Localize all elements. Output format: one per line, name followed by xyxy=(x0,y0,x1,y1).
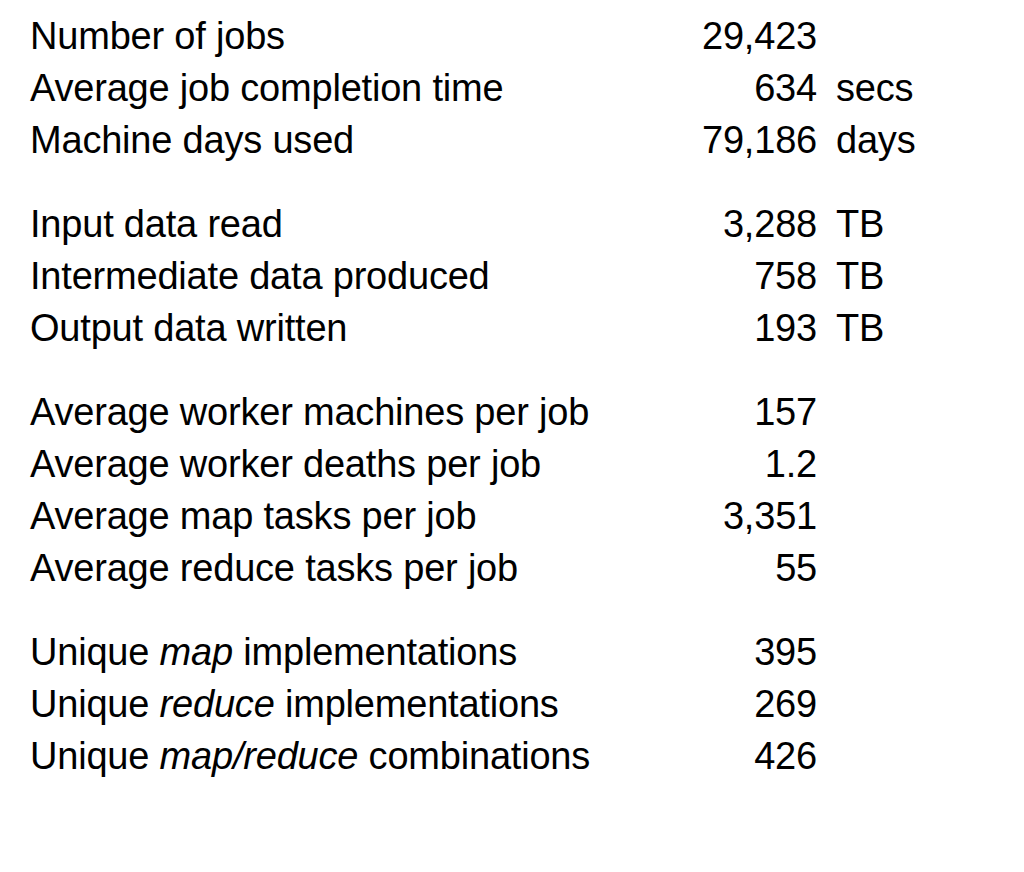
table-row: Average reduce tasks per job 55 xyxy=(30,542,1024,594)
row-label: Output data written xyxy=(30,302,658,354)
label-italic-term: map xyxy=(160,631,233,673)
label-italic-term: map/reduce xyxy=(160,735,359,777)
table-row: Machine days used 79,186 days xyxy=(30,114,1024,166)
row-unit xyxy=(836,678,956,730)
label-italic-term: reduce xyxy=(160,683,275,725)
row-unit xyxy=(836,10,956,62)
row-unit xyxy=(836,438,956,490)
row-value: 634 xyxy=(677,62,817,114)
row-label: Average worker machines per job xyxy=(30,386,658,438)
row-value: 79,186 xyxy=(677,114,817,166)
mapreduce-stats-table: Number of jobs 29,423 Average job comple… xyxy=(0,0,1024,782)
row-value: 29,423 xyxy=(677,10,817,62)
table-row: Average worker machines per job 157 xyxy=(30,386,1024,438)
row-unit xyxy=(836,626,956,678)
table-row: Average map tasks per job 3,351 xyxy=(30,490,1024,542)
label-suffix: combinations xyxy=(358,735,590,777)
row-unit: TB xyxy=(836,250,956,302)
row-label: Intermediate data produced xyxy=(30,250,658,302)
table-row: Unique map/reduce combinations 426 xyxy=(30,730,1024,782)
row-unit xyxy=(836,386,956,438)
row-label: Average map tasks per job xyxy=(30,490,658,542)
stats-group-unique-implementations: Unique map implementations 395 Unique re… xyxy=(30,626,1024,782)
row-value: 55 xyxy=(677,542,817,594)
row-value: 3,351 xyxy=(677,490,817,542)
table-row: Number of jobs 29,423 xyxy=(30,10,1024,62)
row-unit xyxy=(836,730,956,782)
table-row: Unique reduce implementations 269 xyxy=(30,678,1024,730)
row-label: Average worker deaths per job xyxy=(30,438,658,490)
label-suffix: implementations xyxy=(275,683,559,725)
stats-group-jobs: Number of jobs 29,423 Average job comple… xyxy=(30,10,1024,166)
row-value: 157 xyxy=(677,386,817,438)
row-value: 426 xyxy=(677,730,817,782)
table-row: Unique map implementations 395 xyxy=(30,626,1024,678)
stats-group-data-volume: Input data read 3,288 TB Intermediate da… xyxy=(30,198,1024,354)
row-label: Number of jobs xyxy=(30,10,658,62)
row-label: Average reduce tasks per job xyxy=(30,542,658,594)
row-unit: TB xyxy=(836,198,956,250)
table-row: Output data written 193 TB xyxy=(30,302,1024,354)
row-value: 3,288 xyxy=(677,198,817,250)
row-value: 1.2 xyxy=(677,438,817,490)
row-label: Unique reduce implementations xyxy=(30,678,658,730)
stats-group-per-job-averages: Average worker machines per job 157 Aver… xyxy=(30,386,1024,594)
label-prefix: Unique xyxy=(30,631,160,673)
row-value: 758 xyxy=(677,250,817,302)
row-value: 269 xyxy=(677,678,817,730)
label-suffix: implementations xyxy=(233,631,517,673)
row-unit xyxy=(836,490,956,542)
row-label: Unique map implementations xyxy=(30,626,658,678)
table-row: Average job completion time 634 secs xyxy=(30,62,1024,114)
label-prefix: Unique xyxy=(30,735,160,777)
label-prefix: Unique xyxy=(30,683,160,725)
row-label: Unique map/reduce combinations xyxy=(30,730,658,782)
row-unit xyxy=(836,542,956,594)
row-value: 395 xyxy=(677,626,817,678)
row-unit: TB xyxy=(836,302,956,354)
row-unit: days xyxy=(836,114,956,166)
table-row: Input data read 3,288 TB xyxy=(30,198,1024,250)
row-value: 193 xyxy=(677,302,817,354)
row-label: Machine days used xyxy=(30,114,658,166)
row-label: Average job completion time xyxy=(30,62,658,114)
table-row: Intermediate data produced 758 TB xyxy=(30,250,1024,302)
table-row: Average worker deaths per job 1.2 xyxy=(30,438,1024,490)
row-label: Input data read xyxy=(30,198,658,250)
row-unit: secs xyxy=(836,62,956,114)
